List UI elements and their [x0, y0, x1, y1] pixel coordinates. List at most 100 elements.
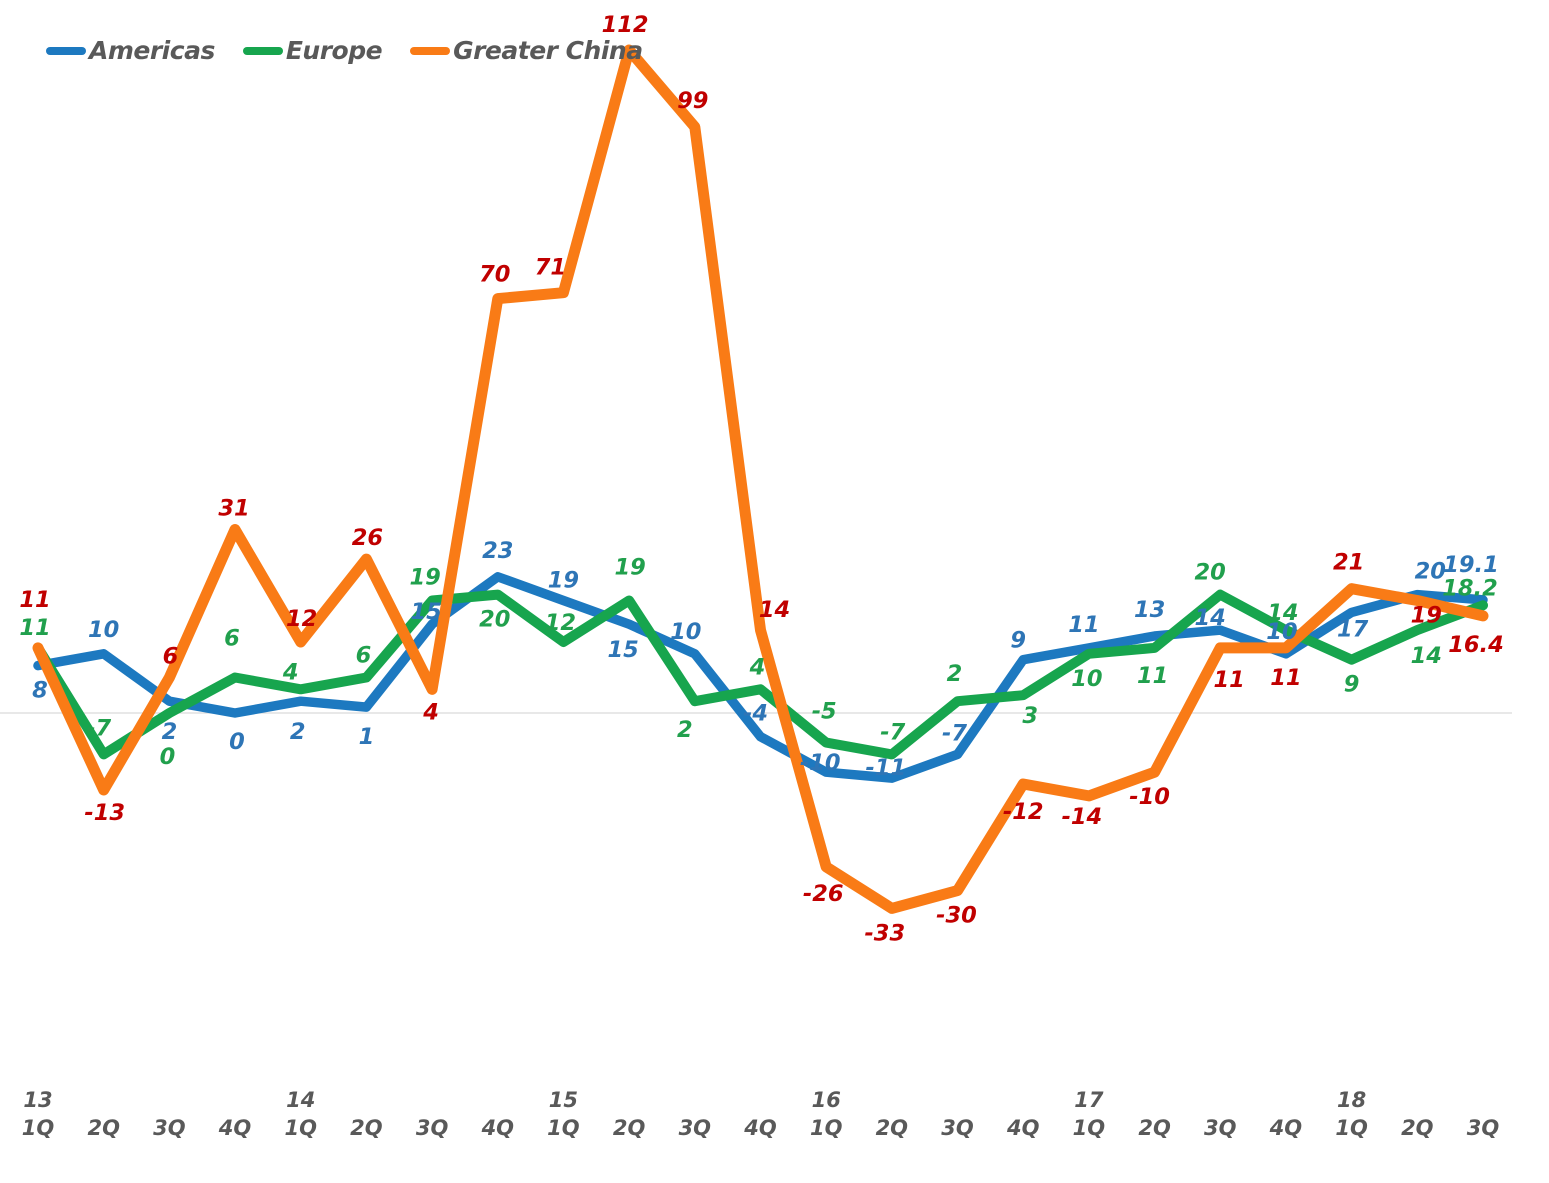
data-label-greater-china-12: -26 — [803, 881, 844, 907]
data-label-greater-china-9: 112 — [602, 12, 649, 38]
data-label-europe-9: 19 — [614, 555, 645, 581]
data-label-greater-china-1: -13 — [84, 800, 125, 826]
data-label-americas-1: 10 — [88, 617, 119, 643]
data-label-greater-china-11: 14 — [759, 597, 790, 623]
data-label-americas-8: 19 — [548, 568, 579, 594]
data-label-europe-6: 19 — [409, 565, 440, 591]
legend-swatch-europe — [242, 46, 283, 55]
legend-swatch-americas — [46, 46, 86, 55]
legend-item-greater-china: Greater China — [410, 36, 643, 65]
x-axis-quarter-label-2: 3Q — [153, 1116, 186, 1140]
data-label-greater-china-3: 31 — [218, 496, 249, 522]
x-axis-quarter-label-4: 1Q — [284, 1116, 317, 1140]
data-label-greater-china-4: 12 — [286, 606, 317, 632]
data-label-greater-china-7: 70 — [479, 262, 510, 288]
x-axis-quarter-label-15: 4Q — [1006, 1116, 1040, 1140]
x-axis-quarter-label-3: 4Q — [218, 1116, 252, 1140]
series-line-europe — [33, 589, 1488, 760]
data-label-americas-0: 8 — [32, 678, 48, 704]
data-label-europe-19: 14 — [1267, 600, 1298, 626]
data-label-americas-4: 2 — [290, 719, 306, 745]
data-label-greater-china-14: -30 — [936, 903, 977, 929]
x-axis-quarter-label-12: 1Q — [810, 1116, 843, 1140]
data-label-americas-21: 20 — [1415, 559, 1446, 585]
x-axis-quarter-label-17: 2Q — [1138, 1116, 1171, 1140]
data-label-greater-china-2: 6 — [163, 644, 179, 670]
data-label-europe-12: -5 — [812, 699, 837, 725]
x-axis-quarter-label-18: 3Q — [1204, 1116, 1237, 1140]
x-axis-quarter-label-5: 2Q — [350, 1116, 383, 1140]
x-axis-quarter-label-19: 4Q — [1269, 1116, 1303, 1140]
legend-label-europe: Europe — [285, 36, 383, 65]
x-axis-quarter-label-22: 3Q — [1467, 1116, 1500, 1140]
data-label-greater-china-8: 71 — [535, 255, 566, 281]
x-axis-quarter-label-11: 4Q — [743, 1116, 777, 1140]
x-axis-quarter-label-6: 3Q — [416, 1116, 449, 1140]
data-label-americas-12: -10 — [800, 750, 841, 776]
data-label-greater-china-20: 21 — [1333, 550, 1364, 576]
data-label-greater-china-16: -14 — [1062, 804, 1103, 830]
data-label-europe-17: 11 — [1137, 663, 1168, 689]
legend: Americas Europe Greater China — [46, 36, 643, 65]
data-label-europe-18: 20 — [1195, 560, 1226, 586]
data-label-americas-9: 15 — [607, 637, 638, 663]
x-axis-quarter-label-1: 2Q — [87, 1116, 120, 1140]
x-axis-quarter-label-9: 2Q — [613, 1116, 646, 1140]
data-label-europe-13: -7 — [880, 719, 905, 745]
data-label-europe-10: 2 — [677, 717, 693, 743]
data-label-americas-22: 19.1 — [1443, 552, 1499, 578]
x-axis-quarter-label-10: 3Q — [679, 1116, 712, 1140]
legend-label-americas: Americas — [89, 36, 215, 65]
data-label-americas-19: 10 — [1266, 619, 1297, 645]
x-axis-quarter-label-20: 1Q — [1335, 1116, 1368, 1140]
data-label-greater-china-13: -33 — [864, 920, 905, 946]
data-label-europe-22: 18.2 — [1442, 575, 1498, 601]
data-label-americas-3: 0 — [229, 729, 245, 755]
x-axis-quarter-label-14: 3Q — [941, 1116, 974, 1140]
series-line-americas — [33, 572, 1488, 783]
data-label-europe-2: 0 — [160, 744, 176, 770]
data-label-europe-4: 4 — [282, 659, 299, 685]
legend-item-europe: Europe — [242, 36, 383, 65]
data-label-greater-china-10: 99 — [677, 88, 708, 114]
x-axis-quarter-label-8: 1Q — [547, 1116, 580, 1140]
legend-swatch-greater-china — [410, 46, 451, 55]
data-label-americas-16: 11 — [1068, 612, 1099, 638]
data-label-americas-13: -11 — [865, 755, 906, 781]
legend-label-greater-china: Greater China — [453, 36, 643, 65]
data-label-greater-china-17: -10 — [1129, 784, 1170, 810]
data-label-americas-20: 17 — [1337, 616, 1369, 642]
data-label-greater-china-18: 11 — [1214, 667, 1245, 693]
data-label-greater-china-0: 11 — [19, 587, 50, 613]
data-label-greater-china-5: 26 — [352, 525, 383, 551]
data-label-americas-14: -7 — [942, 720, 967, 746]
x-axis-year-label-15: 15 — [549, 1088, 578, 1112]
data-label-americas-6: 15 — [410, 599, 441, 625]
data-label-europe-0: 11 — [19, 615, 50, 641]
data-label-europe-5: 6 — [356, 643, 372, 669]
data-label-greater-china-6: 4 — [422, 699, 439, 725]
data-label-americas-10: 10 — [670, 619, 701, 645]
data-label-europe-7: 20 — [479, 607, 510, 633]
x-axis-quarter-label-21: 2Q — [1401, 1116, 1434, 1140]
data-label-europe-21: 14 — [1411, 643, 1442, 669]
data-label-americas-2: 2 — [162, 719, 178, 745]
x-axis-quarter-label-16: 1Q — [1073, 1116, 1106, 1140]
x-axis-year-label-16: 16 — [812, 1088, 841, 1112]
data-label-greater-china-15: -12 — [1003, 799, 1044, 825]
x-axis-year-label-13: 13 — [23, 1088, 52, 1112]
x-axis-quarter-label-7: 4Q — [481, 1116, 515, 1140]
data-label-europe-20: 9 — [1344, 672, 1360, 698]
data-label-europe-8: 12 — [545, 610, 576, 636]
data-label-greater-china-21: 19 — [1411, 603, 1442, 629]
series-line-greater-china — [32, 44, 1489, 914]
x-axis-year-label-18: 18 — [1337, 1088, 1366, 1112]
legend-item-americas: Americas — [46, 36, 215, 65]
x-axis-quarter-label-0: 1Q — [22, 1116, 55, 1140]
data-label-europe-15: 3 — [1022, 703, 1038, 729]
data-label-europe-16: 10 — [1071, 666, 1102, 692]
data-label-europe-11: 4 — [749, 654, 766, 680]
data-label-americas-17: 13 — [1134, 597, 1165, 623]
